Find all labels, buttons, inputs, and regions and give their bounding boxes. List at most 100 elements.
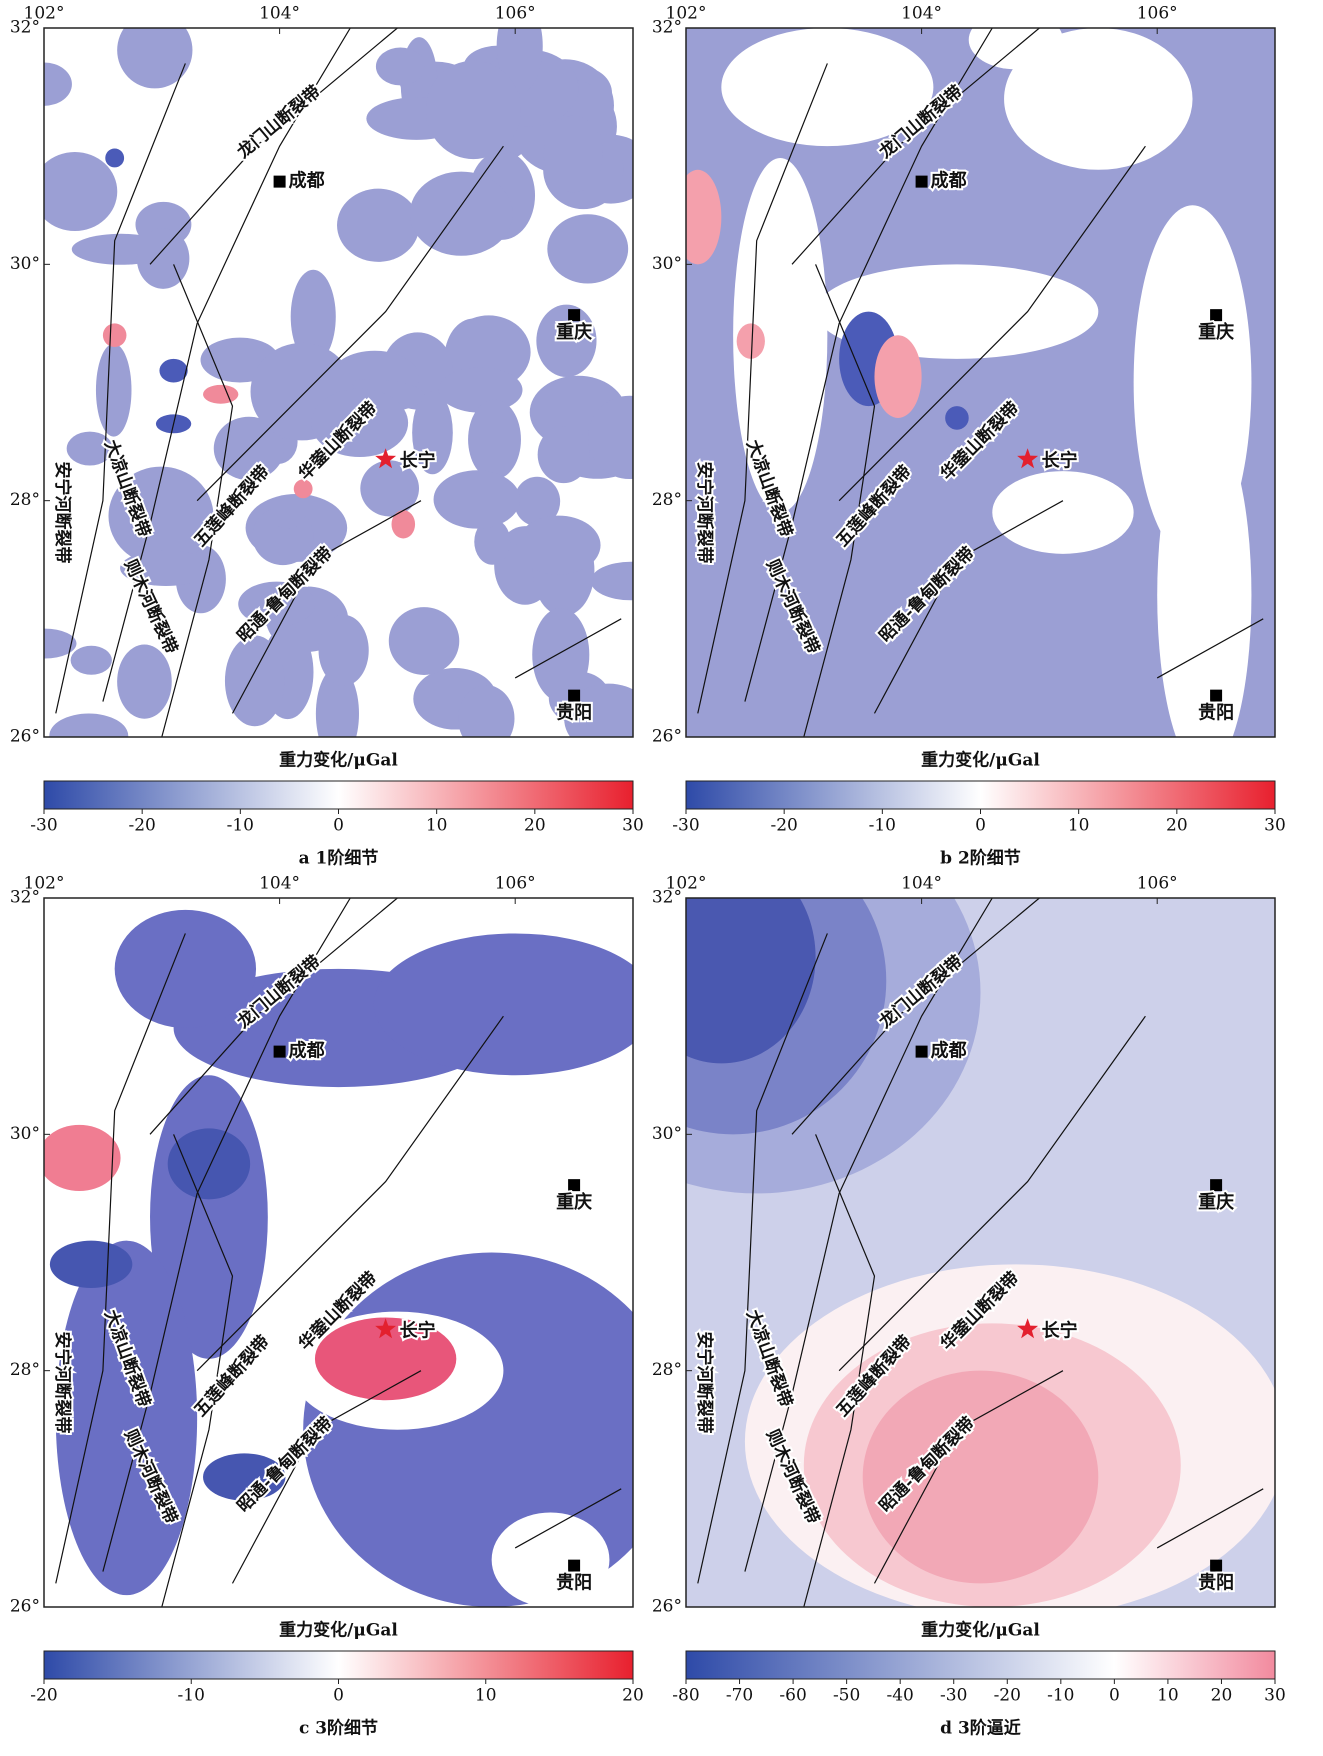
contour-region xyxy=(491,1512,610,1607)
y-tick-label: 30° xyxy=(10,1124,40,1144)
colorbar-tick-label: -80 xyxy=(672,1686,699,1706)
city-label: 贵阳 xyxy=(1198,703,1234,724)
contour-region xyxy=(686,169,722,265)
contour-region xyxy=(537,426,590,484)
contour-region xyxy=(474,518,511,565)
city-label: 成都 xyxy=(931,170,967,192)
contour-region xyxy=(318,614,369,686)
fault-line xyxy=(697,63,828,714)
fault-line xyxy=(1156,618,1264,679)
fault-line xyxy=(514,1488,622,1549)
contour-region xyxy=(945,406,969,430)
y-tick-label: 28° xyxy=(10,490,40,510)
fault-line xyxy=(149,898,398,1135)
x-tick-label: 102° xyxy=(24,4,65,24)
panel-caption: a 1阶细节 xyxy=(299,848,379,869)
field xyxy=(44,898,633,1607)
map-frame xyxy=(43,27,634,738)
contour-region xyxy=(238,581,316,627)
x-tick-label: 102° xyxy=(666,874,707,894)
fault-line xyxy=(838,1015,1146,1372)
x-tick-label: 102° xyxy=(24,874,65,894)
contour-region xyxy=(44,628,77,659)
contour-region xyxy=(167,1128,251,1200)
contour-region xyxy=(532,607,590,702)
fault-line xyxy=(196,1015,504,1372)
contour-region xyxy=(375,47,425,86)
field xyxy=(686,898,1275,1607)
epicenter-star xyxy=(375,448,397,469)
contour-region xyxy=(95,343,132,437)
colorbar-tick-label: 30 xyxy=(1264,1686,1286,1706)
contour-region xyxy=(686,898,816,1064)
colorbar-tick-label: -20 xyxy=(994,1686,1021,1706)
contour-region xyxy=(337,188,420,262)
fault-line xyxy=(791,898,1040,1135)
city-marker xyxy=(273,1045,286,1058)
y-tick-label: 30° xyxy=(652,254,682,274)
city-label: 重庆 xyxy=(1198,1191,1234,1213)
x-tick-label: 106° xyxy=(1137,874,1178,894)
fault-line xyxy=(697,933,828,1584)
contour-region xyxy=(373,933,633,1076)
colorbar-tick-label: 30 xyxy=(1264,816,1286,836)
contour-region xyxy=(102,323,127,348)
colorbar-title: 重力变化/μGal xyxy=(921,750,1040,771)
contour-region xyxy=(117,28,193,89)
contour-region xyxy=(736,323,765,359)
fault-line xyxy=(1156,1488,1264,1549)
contour-region xyxy=(114,909,257,1028)
y-tick-label: 28° xyxy=(652,490,682,510)
colorbar-tick-label: -20 xyxy=(30,1686,57,1706)
contour-region xyxy=(433,470,521,529)
colorbar-tick-label: 0 xyxy=(333,816,344,836)
y-tick-label: 26° xyxy=(652,727,682,747)
city-marker xyxy=(1210,689,1223,702)
city-marker xyxy=(1210,309,1223,322)
colorbar xyxy=(43,780,634,810)
colorbar-tick-label: -40 xyxy=(886,1686,913,1706)
panel-caption: b 2阶细节 xyxy=(940,848,1021,869)
x-tick-label: 104° xyxy=(259,874,300,894)
contour-region xyxy=(564,683,633,737)
colorbar xyxy=(685,1650,1276,1680)
colorbar-tick-label: 0 xyxy=(1109,1686,1120,1706)
fault-line xyxy=(803,1134,876,1607)
epicenter-label: 长宁 xyxy=(1042,1319,1078,1341)
epicenter-star xyxy=(1017,1318,1039,1339)
contour-region xyxy=(293,479,313,499)
y-tick-label: 32° xyxy=(10,18,40,38)
contour-region xyxy=(391,510,416,539)
contour-region xyxy=(458,685,515,737)
colorbar-tick-label: -60 xyxy=(779,1686,806,1706)
contour-region xyxy=(44,1124,121,1192)
fault-line xyxy=(149,28,398,265)
contour-region xyxy=(303,1252,633,1607)
x-tick-label: 104° xyxy=(259,4,300,24)
x-tick-label: 102° xyxy=(666,4,707,24)
contour-region xyxy=(514,476,561,527)
contour-region xyxy=(70,645,112,675)
y-tick-label: 30° xyxy=(10,254,40,274)
fault-line xyxy=(873,1370,1064,1584)
colorbar xyxy=(685,780,1276,810)
contour-region xyxy=(49,713,129,737)
city-label: 贵阳 xyxy=(556,1573,592,1594)
contour-region xyxy=(968,28,1063,70)
fault-line xyxy=(161,264,234,737)
fault-line xyxy=(55,63,186,714)
city-label: 成都 xyxy=(931,1040,967,1062)
contour-region xyxy=(66,431,113,466)
fault-line xyxy=(161,1134,234,1607)
city-marker xyxy=(915,1045,928,1058)
contour-region xyxy=(587,395,633,479)
fault-line xyxy=(231,500,422,714)
city-label: 贵阳 xyxy=(556,703,592,724)
epicenter-label: 长宁 xyxy=(400,449,436,471)
city-label: 成都 xyxy=(289,1040,325,1062)
city-marker xyxy=(568,689,581,702)
